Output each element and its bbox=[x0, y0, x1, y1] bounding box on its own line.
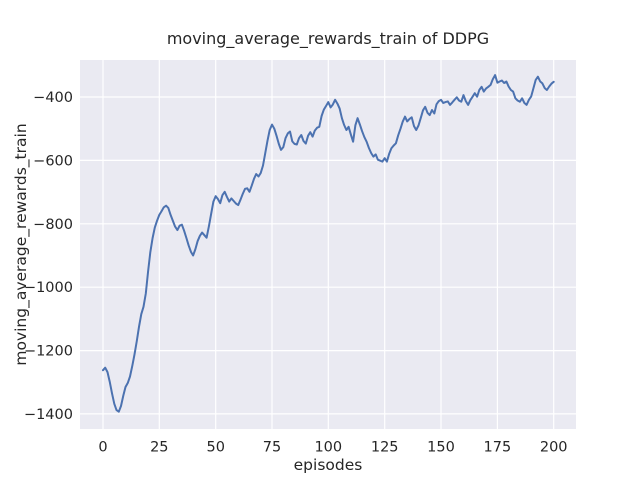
y-tick-labels: −400 −600 −800 −1000 −1200 −1400 bbox=[24, 90, 73, 423]
y-axis-label: moving_average_rewards_train bbox=[12, 123, 31, 365]
y-tick-label: −400 bbox=[33, 90, 73, 106]
y-tick-label: −800 bbox=[33, 217, 73, 233]
line-series bbox=[102, 74, 555, 413]
y-tick-label: −1200 bbox=[24, 344, 73, 360]
gridlines bbox=[80, 60, 576, 429]
x-tick-label: 175 bbox=[484, 440, 512, 456]
chart-title: moving_average_rewards_train of DDPG bbox=[167, 29, 489, 49]
y-tick-label: −1000 bbox=[24, 280, 73, 296]
x-tick-label: 0 bbox=[98, 440, 107, 456]
x-tick-label: 100 bbox=[314, 440, 342, 456]
x-tick-labels: 0 25 50 75 100 125 150 175 200 bbox=[98, 440, 567, 456]
x-axis-label: episodes bbox=[294, 456, 363, 474]
x-tick-label: 125 bbox=[371, 440, 399, 456]
x-tick-label: 50 bbox=[206, 440, 224, 456]
x-tick-label: 25 bbox=[150, 440, 168, 456]
y-tick-label: −1400 bbox=[24, 407, 73, 423]
y-tick-label: −600 bbox=[33, 153, 73, 169]
x-tick-label: 75 bbox=[263, 440, 281, 456]
x-tick-label: 200 bbox=[540, 440, 568, 456]
x-tick-label: 150 bbox=[427, 440, 455, 456]
